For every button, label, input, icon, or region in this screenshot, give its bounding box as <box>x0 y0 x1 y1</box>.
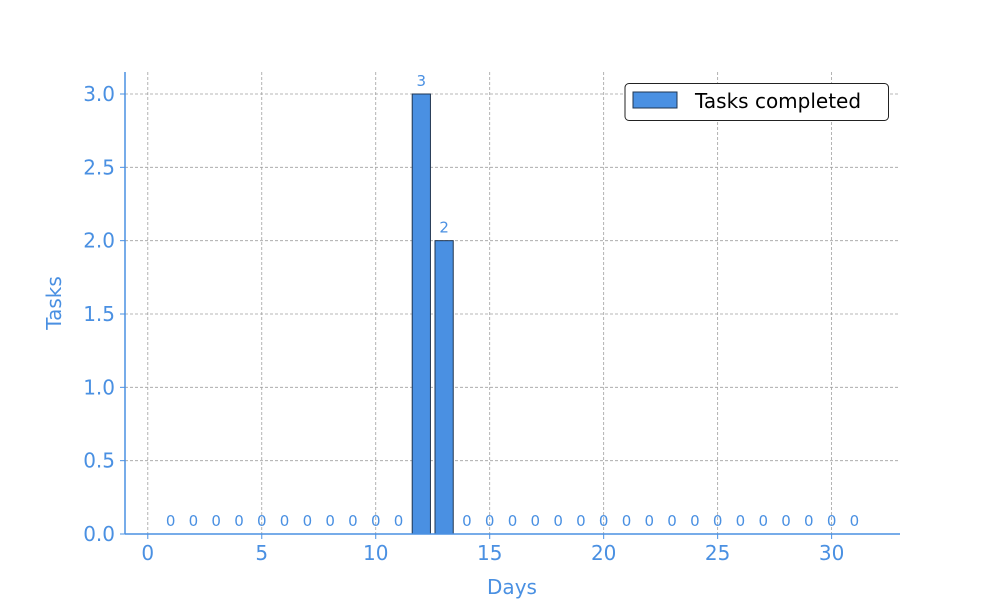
data-label-day-5: 0 <box>257 512 267 530</box>
data-label-day-19: 0 <box>576 512 586 530</box>
data-label-day-20: 0 <box>599 512 609 530</box>
data-label-day-18: 0 <box>553 512 563 530</box>
x-tick-label-0: 0 <box>141 541 154 565</box>
tick-labels: 0 5 10 15 20 25 300.00.51.01.52.02.53.0 <box>83 82 844 565</box>
data-label-day-27: 0 <box>758 512 768 530</box>
x-tick-label-3: 15 <box>477 541 502 565</box>
data-label-day-31: 0 <box>850 512 860 530</box>
data-label-day-6: 0 <box>280 512 290 530</box>
x-tick-label-5: 25 <box>705 541 730 565</box>
data-label-day-26: 0 <box>736 512 746 530</box>
legend-label: Tasks completed <box>694 89 861 113</box>
grid-lines <box>125 72 900 535</box>
data-label-day-1: 0 <box>166 512 176 530</box>
data-label-day-2: 0 <box>189 512 199 530</box>
data-label-day-15: 0 <box>485 512 495 530</box>
x-tick-label-6: 30 <box>819 541 844 565</box>
data-label-day-8: 0 <box>325 512 335 530</box>
data-label-day-17: 0 <box>531 512 541 530</box>
data-label-day-4: 0 <box>234 512 244 530</box>
data-label-day-12: 3 <box>417 72 427 90</box>
data-label-day-30: 0 <box>827 512 837 530</box>
data-label-day-9: 0 <box>348 512 358 530</box>
x-tick-label-1: 5 <box>255 541 268 565</box>
legend: Tasks completed <box>624 83 889 121</box>
data-label-day-21: 0 <box>622 512 632 530</box>
y-tick-label-4: 2.0 <box>83 229 115 253</box>
x-tick-label-2: 10 <box>363 541 388 565</box>
y-tick-label-2: 1.0 <box>83 375 115 399</box>
bar-day-13 <box>434 240 454 535</box>
y-axis-label: Tasks <box>42 276 66 331</box>
data-label-day-22: 0 <box>644 512 654 530</box>
data-label-day-14: 0 <box>462 512 472 530</box>
data-label-day-3: 0 <box>211 512 221 530</box>
data-label-day-16: 0 <box>508 512 518 530</box>
data-label-day-13: 2 <box>439 219 449 237</box>
axes <box>124 72 900 535</box>
bar-day-12 <box>411 93 431 535</box>
y-tick-label-5: 2.5 <box>83 155 115 179</box>
bars <box>411 93 454 535</box>
x-axis-label: Days <box>487 575 537 599</box>
y-tick-label-6: 3.0 <box>83 82 115 106</box>
data-label-day-11: 0 <box>394 512 404 530</box>
data-label-day-23: 0 <box>667 512 677 530</box>
y-tick-label-3: 1.5 <box>83 302 115 326</box>
legend-frame <box>624 83 889 121</box>
x-tick-label-4: 20 <box>591 541 616 565</box>
data-label-day-29: 0 <box>804 512 814 530</box>
data-label-day-10: 0 <box>371 512 381 530</box>
y-tick-label-0: 0.0 <box>83 522 115 546</box>
data-label-day-28: 0 <box>781 512 791 530</box>
legend-swatch <box>632 91 678 109</box>
data-label-day-24: 0 <box>690 512 700 530</box>
data-label-day-7: 0 <box>303 512 313 530</box>
data-label-day-25: 0 <box>713 512 723 530</box>
y-tick-label-1: 0.5 <box>83 449 115 473</box>
